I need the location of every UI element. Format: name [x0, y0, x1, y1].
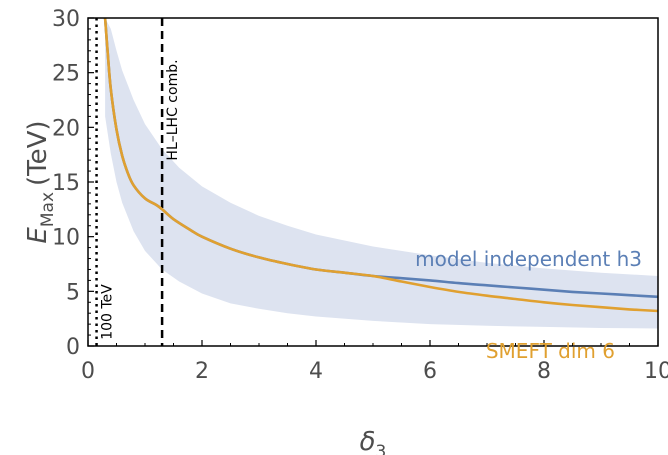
y-tick-label: 10: [52, 226, 80, 251]
y-axis-label-main: E: [23, 227, 53, 244]
x-axis-label-main: δ: [360, 427, 376, 455]
x-axis-label-sub: 3: [376, 442, 387, 455]
series-line-smeft: [103, 18, 658, 313]
x-tick-label: 4: [309, 359, 323, 384]
y-tick-label: 15: [52, 171, 80, 196]
y-tick-label: 30: [52, 7, 80, 32]
x-tick-label: 8: [537, 359, 551, 384]
x-tick-label: 10: [644, 359, 668, 384]
y-axis-label: EMax (TeV): [23, 120, 58, 243]
y-axis-label-sub: Max: [38, 192, 58, 227]
x-tick-label: 6: [423, 359, 437, 384]
series-label-model-independent: model independent h3: [415, 247, 642, 271]
y-axis-label-unit: (TeV): [23, 120, 53, 186]
y-tick-label: 25: [52, 62, 80, 87]
y-tick-label: 5: [66, 280, 80, 305]
y-tick-label: 20: [52, 116, 80, 141]
vline-label-hl-lhc: HL–LHC comb.: [165, 59, 181, 160]
x-tick-label: 2: [195, 359, 209, 384]
vline-label-100tev: 100 TeV: [100, 284, 116, 340]
series-label-smeft: SMEFT dim 6: [486, 339, 615, 363]
x-axis-label: δ3: [360, 427, 387, 455]
x-tick-label: 0: [81, 359, 95, 384]
y-tick-label: 0: [66, 335, 80, 360]
uncertainty-band: [105, 18, 658, 329]
